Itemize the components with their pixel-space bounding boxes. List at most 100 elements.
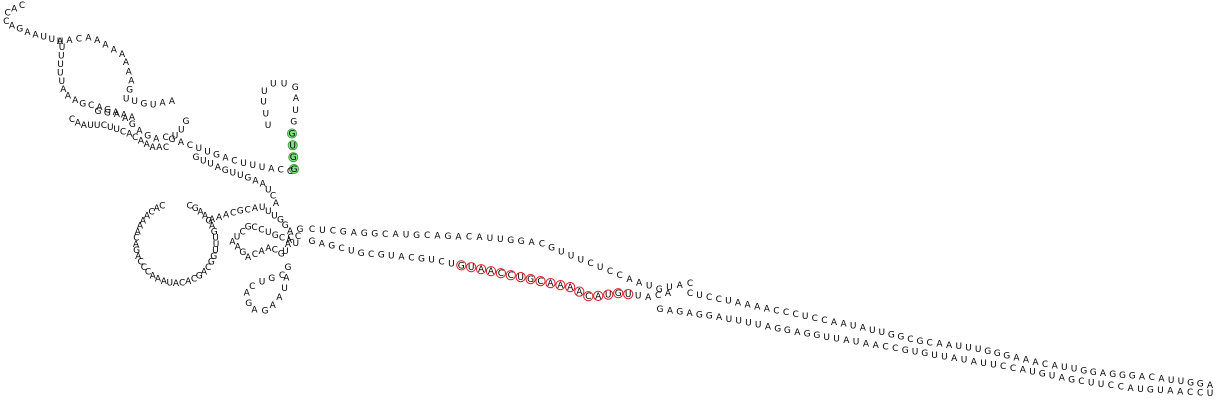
nucleotide: C [1078, 377, 1084, 387]
nucleotide: G [1147, 386, 1154, 396]
nucleotide: U [261, 87, 268, 97]
nucleotide: C [1042, 360, 1048, 370]
nucleotide: A [153, 135, 160, 145]
nucleotide: G [615, 289, 622, 299]
nucleotide: A [135, 252, 142, 262]
nucleotide: G [358, 249, 365, 259]
nucleotide: C [821, 316, 827, 326]
nucleotide: U [237, 171, 244, 181]
nucleotide: U [879, 328, 886, 338]
nucleotide: G [140, 100, 147, 110]
nucleotide: A [133, 240, 140, 250]
nucleotide: U [94, 121, 101, 131]
nucleotide: G [413, 231, 420, 241]
nucleotide: C [19, 1, 25, 11]
nucleotide: U [167, 279, 174, 289]
nucleotide: U [213, 240, 220, 250]
nucleotide: U [755, 321, 762, 331]
nucleotide: G [445, 232, 452, 242]
nucleotide: C [498, 269, 504, 279]
nucleotide: G [237, 207, 244, 217]
nucleotide: U [240, 159, 247, 169]
nucleotide: U [696, 291, 703, 301]
nucleotide: A [122, 114, 129, 124]
nucleotide: A [1177, 387, 1184, 397]
nucleotide: G [208, 258, 215, 268]
nucleotide: A [154, 204, 161, 214]
nucleotide: C [148, 207, 154, 217]
highlight-ring [583, 291, 594, 302]
nucleotide: A [286, 236, 293, 246]
nucleotide: A [161, 277, 168, 287]
highlight-ring [495, 268, 506, 279]
base-pair-bond [719, 309, 748, 313]
nucleotide: G [277, 216, 284, 226]
nucleotide: C [145, 268, 151, 278]
nucleotide: U [234, 233, 241, 243]
nucleotide: C [230, 209, 236, 219]
nucleotide: C [1118, 382, 1124, 392]
nucleotide: C [88, 101, 94, 111]
nucleotide: C [1197, 388, 1203, 398]
base-pair-bond [690, 303, 719, 309]
nucleotide: A [841, 320, 848, 330]
highlight-ring [485, 266, 497, 277]
nucleotide: A [576, 288, 583, 298]
nucleotide: A [529, 238, 536, 248]
nucleotide: G [888, 330, 895, 340]
highlight-ring [476, 264, 487, 275]
nucleotide: G [297, 225, 304, 235]
nucleotide: A [65, 92, 72, 102]
nucleotide: G [245, 223, 252, 233]
nucleotide: U [448, 259, 455, 269]
nucleotide: U [1207, 389, 1214, 399]
nucleotide: G [244, 174, 251, 184]
nucleotide: A [222, 154, 229, 164]
nucleotide: A [1158, 375, 1165, 385]
nucleotide: A [113, 108, 120, 118]
nucleotide: G [272, 231, 279, 241]
nucleotide: A [393, 230, 400, 240]
nucleotide: A [121, 111, 128, 121]
nucleotide: G [1003, 351, 1010, 361]
nucleotide: G [196, 272, 203, 282]
nucleotide: U [293, 239, 300, 249]
nucleotide: G [79, 100, 86, 110]
nucleotide: A [716, 313, 723, 323]
nucleotide: C [424, 231, 430, 241]
nucleotide: U [123, 94, 130, 104]
nucleotide: U [259, 278, 266, 288]
nucleotide: G [282, 221, 289, 231]
nucleotide: G [290, 153, 297, 163]
nucleotide: A [136, 127, 143, 137]
nucleotide: C [368, 250, 374, 260]
nucleotide: A [251, 306, 258, 316]
nucleotide: G [291, 165, 298, 175]
nucleotide: U [975, 345, 982, 355]
nucleotide: A [488, 267, 495, 277]
nucleotide: A [687, 309, 694, 319]
nucleotide: G [268, 274, 275, 284]
nucleotide: U [965, 344, 972, 354]
nucleotide: U [497, 235, 504, 245]
nucleotide: C [1149, 373, 1155, 383]
nucleotide: U [725, 297, 732, 307]
nucleotide: U [941, 352, 948, 362]
nucleotide: C [251, 223, 257, 233]
nucleotide: U [1157, 386, 1164, 396]
nucleotide: U [646, 282, 653, 292]
nucleotide: A [102, 41, 109, 51]
nucleotide: U [578, 255, 585, 265]
nucleotide: G [290, 118, 297, 128]
nucleotide: U [59, 43, 66, 53]
nucleotide: G [126, 86, 133, 96]
nucleotide: C [882, 343, 888, 353]
nucleotide: U [869, 326, 876, 336]
nucleotide: A [202, 212, 209, 222]
nucleotide: C [1187, 388, 1193, 398]
nucleotide: G [774, 325, 781, 335]
nucleotide: C [187, 201, 193, 211]
nucleotide: A [229, 237, 236, 247]
nucleotide: U [517, 273, 524, 283]
nucleotide: G [169, 135, 176, 145]
